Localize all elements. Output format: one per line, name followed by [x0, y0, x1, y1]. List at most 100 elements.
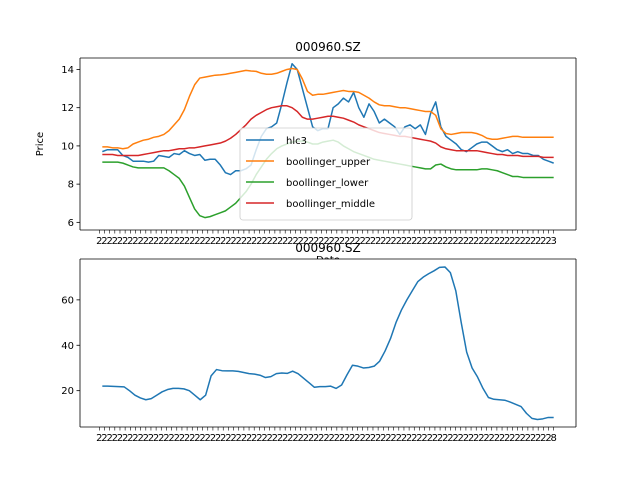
x-tick-label: 2 [344, 433, 350, 444]
x-tick-label: 2 [442, 433, 448, 444]
x-tick-label: 2 [483, 433, 489, 444]
x-tick-label: 2 [514, 236, 520, 247]
x-tick-label: 2 [251, 236, 257, 247]
x-tick-label: 2 [168, 236, 174, 247]
x-tick-label: 2 [494, 433, 500, 444]
x-tick-label: 2 [297, 433, 303, 444]
x-tick-label: 2 [287, 236, 293, 247]
x-tick-label: 2 [220, 236, 226, 247]
x-tick-label: 2 [406, 433, 412, 444]
legend-label-boollinger_middle: boollinger_middle [286, 199, 375, 210]
x-tick-label: 2 [504, 433, 510, 444]
x-tick-label: 2 [308, 236, 314, 247]
x-tick-label: 2 [246, 433, 252, 444]
chart-title: 000960.SZ [295, 241, 360, 255]
x-tick-label: 2 [432, 236, 438, 247]
x-tick-label: 2 [359, 236, 365, 247]
x-tick-label: 2 [132, 433, 138, 444]
x-tick-label: 2 [215, 236, 221, 247]
x-tick-label: 2 [494, 236, 500, 247]
x-tick-label: 2 [313, 236, 319, 247]
x-tick-label: 2 [174, 236, 180, 247]
x-tick-label: 2 [509, 433, 515, 444]
x-tick-label: 2 [143, 433, 149, 444]
x-tick-label: 2 [112, 236, 118, 247]
x-tick-label: 2 [272, 236, 278, 247]
x-tick-label: 2 [292, 433, 298, 444]
x-tick-label: 2 [318, 433, 324, 444]
x-tick-label: 2 [184, 236, 190, 247]
x-tick-label: 2 [137, 433, 143, 444]
x-tick-label: 2 [328, 236, 334, 247]
x-tick-label: 2 [349, 433, 355, 444]
x-tick-label: 2 [499, 433, 505, 444]
x-tick-label: 2 [179, 433, 185, 444]
x-tick-label: 2 [225, 236, 231, 247]
x-tick-label: 2 [375, 433, 381, 444]
y-tick-label: 10 [61, 141, 74, 152]
x-tick-label: 2 [525, 433, 531, 444]
x-tick-label: 2 [334, 236, 340, 247]
x-tick-label: 2 [241, 433, 247, 444]
x-tick-label: 2 [530, 433, 536, 444]
x-tick-label: 2 [292, 236, 298, 247]
x-tick-label: 2 [189, 433, 195, 444]
x-tick-label: 2 [261, 236, 267, 247]
x-tick-label: 2 [390, 236, 396, 247]
x-tick-label: 2 [421, 433, 427, 444]
x-tick-label: 2 [236, 236, 242, 247]
x-tick-label: 2 [106, 433, 112, 444]
x-tick-label: 2 [189, 236, 195, 247]
x-tick-label: 2 [112, 433, 118, 444]
x-tick-label: 2 [148, 236, 154, 247]
x-tick-label: 2 [179, 236, 185, 247]
x-tick-label: 2 [380, 236, 386, 247]
x-tick-label: 2 [256, 236, 262, 247]
x-tick-label: 2 [261, 433, 267, 444]
x-tick-label: 2 [427, 236, 433, 247]
x-tick-label: 2 [163, 433, 169, 444]
series-line-boollinger_middle [102, 105, 554, 159]
x-tick-label: 2 [277, 236, 283, 247]
x-tick-label: 2 [535, 433, 541, 444]
x-tick-label: 2 [447, 433, 453, 444]
x-tick-label: 2 [127, 433, 133, 444]
x-tick-label: 2 [122, 433, 128, 444]
x-tick-label: 2 [370, 236, 376, 247]
x-tick-label: 2 [236, 433, 242, 444]
x-tick-label: 2 [375, 236, 381, 247]
x-tick-label: 2 [478, 433, 484, 444]
x-tick-label: 2 [101, 433, 107, 444]
x-tick-label: 2 [225, 433, 231, 444]
top-price-panel: 6810121422222222222222222222222222222222… [35, 40, 577, 266]
x-tick-label: 2 [421, 236, 427, 247]
chart-title: 000960.SZ [295, 40, 360, 54]
x-tick-label: 2 [132, 236, 138, 247]
x-tick-label: 2 [282, 433, 288, 444]
x-tick-label: 2 [370, 433, 376, 444]
x-tick-label: 2 [478, 236, 484, 247]
x-tick-label: 2 [210, 433, 216, 444]
x-tick-label: 2 [96, 433, 102, 444]
x-tick-label: 2 [504, 236, 510, 247]
x-tick-label: 2 [416, 433, 422, 444]
x-tick-label: 2 [401, 433, 407, 444]
x-tick-label: 2 [540, 433, 546, 444]
x-tick-label: 2 [365, 236, 371, 247]
x-tick-label: 2 [349, 236, 355, 247]
x-tick-label: 2 [215, 433, 221, 444]
x-tick-label: 2 [205, 236, 211, 247]
x-tick-label: 2 [297, 236, 303, 247]
x-tick-label: 2 [287, 433, 293, 444]
x-tick-label: 2 [483, 236, 489, 247]
x-tick-label: 2 [272, 433, 278, 444]
x-tick-label: 2 [230, 433, 236, 444]
x-tick-label: 2 [194, 433, 200, 444]
x-tick-label: 2 [251, 433, 257, 444]
x-tick-label: 2 [380, 433, 386, 444]
x-tick-label: 2 [545, 433, 551, 444]
x-tick-label: 2 [318, 236, 324, 247]
x-tick-label: 2 [390, 433, 396, 444]
x-tick-label: 2 [158, 433, 164, 444]
